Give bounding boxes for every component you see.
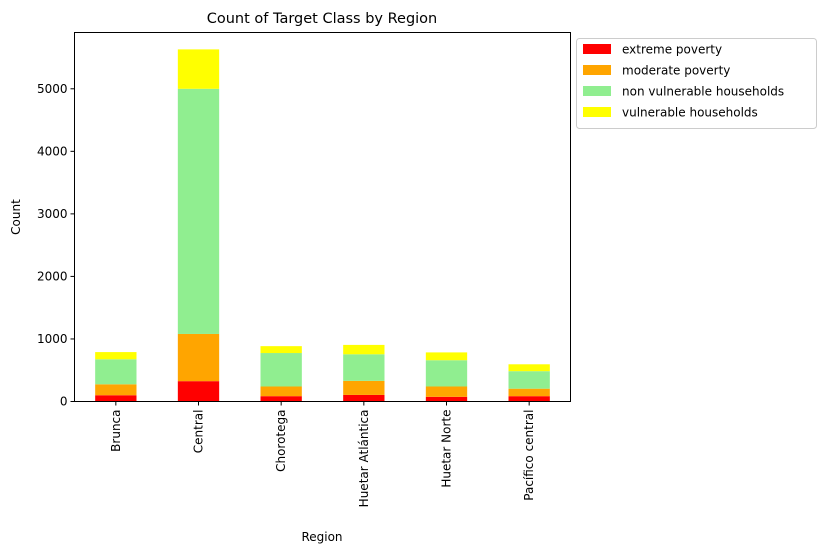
bar-segment — [95, 395, 137, 402]
y-tick-label: 2000 — [37, 269, 68, 283]
bar-segment — [343, 394, 385, 402]
legend-label: non vulnerable households — [622, 85, 784, 99]
x-tick-label: Brunca — [109, 410, 123, 452]
bar-segment — [260, 396, 302, 402]
legend-items: extreme poverty moderate poverty non vulne… — [583, 43, 784, 120]
legend-label: vulnerable households — [622, 106, 758, 120]
legend-swatch — [583, 86, 611, 96]
bar-segment — [508, 364, 550, 372]
bar-segment — [177, 49, 220, 89]
bar-segment — [177, 381, 220, 402]
legend-swatch — [583, 107, 611, 117]
bar-segment — [95, 359, 137, 385]
y-tick-label: 5000 — [37, 82, 68, 96]
legend-frame — [576, 38, 817, 129]
bar-segment — [425, 352, 468, 361]
y-tick-label: 0 — [60, 395, 68, 409]
bar-segment — [260, 386, 302, 397]
x-tick-label: Huetar Atlántica — [357, 410, 371, 508]
bar-segment — [508, 371, 550, 389]
bar-segment — [343, 380, 385, 395]
bar-segment — [177, 333, 220, 382]
bar-segment — [343, 354, 385, 381]
bar-segment — [425, 396, 468, 402]
bar-segment — [425, 360, 468, 387]
bar-segment — [95, 352, 137, 360]
bar-segment — [177, 88, 220, 334]
x-tick-label: Pacífico central — [522, 410, 536, 501]
x-axis-label: Region — [301, 530, 342, 544]
bar-segment — [508, 388, 550, 397]
bar-segment — [343, 344, 385, 355]
plot-frame — [74, 32, 571, 402]
y-tick-label: 1000 — [37, 332, 68, 346]
bar-segment — [425, 386, 468, 397]
y-tick-label: 3000 — [37, 207, 68, 221]
legend-swatch — [583, 44, 611, 54]
bar-segment — [95, 384, 137, 396]
legend-label: moderate poverty — [622, 64, 730, 78]
legend-swatch — [583, 65, 611, 75]
y-axis-label: Count — [9, 199, 23, 235]
x-tick-label: Chorotega — [274, 410, 288, 472]
chart-title: Count of Target Class by Region — [207, 11, 438, 27]
y-axis: 0 1000 2000 3000 4000 5000 — [37, 82, 75, 409]
x-tick-label: Huetar Norte — [440, 410, 454, 488]
legend: extreme poverty moderate poverty non vulne… — [576, 38, 817, 129]
bars-group — [95, 49, 550, 402]
y-tick-label: 4000 — [37, 144, 68, 158]
legend-label: extreme poverty — [622, 43, 722, 57]
x-axis: Brunca Central Chorotega Huetar Atlántica Hu… — [109, 401, 536, 508]
bar-segment — [260, 353, 302, 387]
bar-segment — [260, 346, 302, 354]
x-tick-label: Central — [192, 410, 206, 454]
bar-segment — [508, 396, 550, 402]
